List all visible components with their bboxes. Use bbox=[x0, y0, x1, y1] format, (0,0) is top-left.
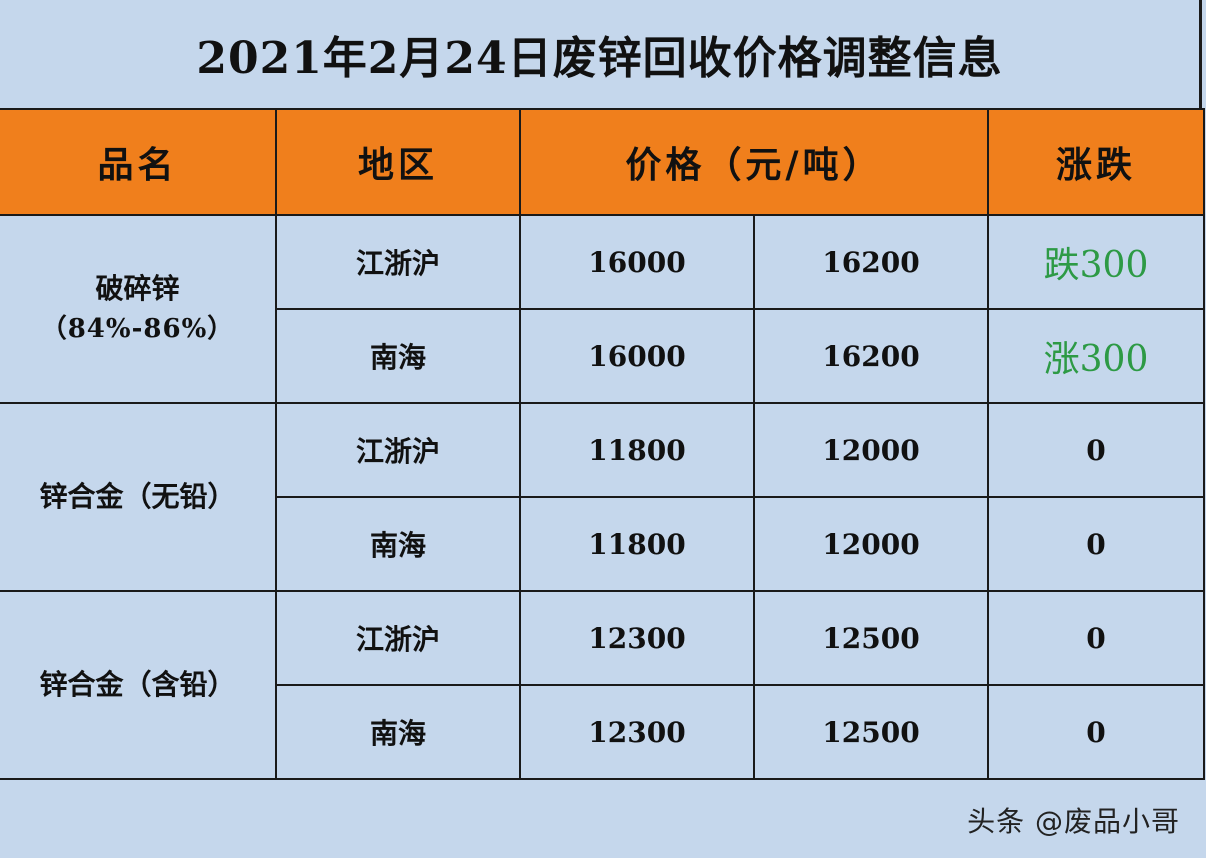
change-cell: 0 bbox=[987, 496, 1205, 592]
product-name: 破碎锌 bbox=[95, 272, 180, 305]
price-high-cell: 12000 bbox=[753, 402, 989, 498]
price-low-cell: 12300 bbox=[519, 590, 755, 686]
price-table: 品名 地区 价格（元/吨） 涨跌 破碎锌 （84%-86%） 江浙沪 16000… bbox=[0, 108, 1205, 780]
product-cell: 破碎锌 （84%-86%） bbox=[0, 214, 277, 404]
table-row: 破碎锌 （84%-86%） 江浙沪 16000 16200 跌300 bbox=[0, 214, 1205, 404]
price-high-cell: 12500 bbox=[753, 590, 989, 686]
table-row: 南海 16000 16200 涨300 bbox=[0, 308, 1205, 404]
price-low-cell: 11800 bbox=[519, 496, 755, 592]
price-low-cell: 11800 bbox=[519, 402, 755, 498]
region-cell: 江浙沪 bbox=[275, 214, 521, 310]
table-row: 南海 12300 12500 0 bbox=[0, 684, 1205, 780]
region-cell: 南海 bbox=[275, 684, 521, 780]
product-cell: 锌合金（无铅） bbox=[0, 402, 277, 592]
price-low-cell: 12300 bbox=[519, 684, 755, 780]
region-cell: 南海 bbox=[275, 496, 521, 592]
page-title: 2021年2月24日废锌回收价格调整信息 bbox=[0, 0, 1202, 108]
change-cell: 0 bbox=[987, 402, 1205, 498]
header-region: 地区 bbox=[275, 108, 521, 216]
table-row: 锌合金（无铅） 江浙沪 11800 12000 0 bbox=[0, 402, 1205, 592]
table-row: 锌合金（含铅） 江浙沪 12300 12500 0 bbox=[0, 590, 1205, 780]
watermark: 头条 @废品小哥 bbox=[967, 805, 1180, 838]
table-row: 南海 11800 12000 0 bbox=[0, 496, 1205, 592]
product-name: 锌合金（含铅） bbox=[39, 668, 236, 701]
product-spec: （84%-86%） bbox=[40, 314, 235, 344]
region-cell: 江浙沪 bbox=[275, 590, 521, 686]
region-cell: 南海 bbox=[275, 308, 521, 404]
price-low-cell: 16000 bbox=[519, 214, 755, 310]
change-cell: 涨300 bbox=[987, 308, 1205, 404]
header-change: 涨跌 bbox=[987, 108, 1205, 216]
change-cell: 0 bbox=[987, 684, 1205, 780]
region-cell: 江浙沪 bbox=[275, 402, 521, 498]
price-high-cell: 12500 bbox=[753, 684, 989, 780]
price-high-cell: 12000 bbox=[753, 496, 989, 592]
change-cell: 0 bbox=[987, 590, 1205, 686]
price-low-cell: 16000 bbox=[519, 308, 755, 404]
price-high-cell: 16200 bbox=[753, 308, 989, 404]
price-high-cell: 16200 bbox=[753, 214, 989, 310]
header-product: 品名 bbox=[0, 108, 277, 216]
product-cell: 锌合金（含铅） bbox=[0, 590, 277, 780]
change-cell: 跌300 bbox=[987, 214, 1205, 310]
product-name: 锌合金（无铅） bbox=[39, 480, 236, 513]
table-header-row: 品名 地区 价格（元/吨） 涨跌 bbox=[0, 108, 1205, 216]
header-price: 价格（元/吨） bbox=[519, 108, 989, 216]
